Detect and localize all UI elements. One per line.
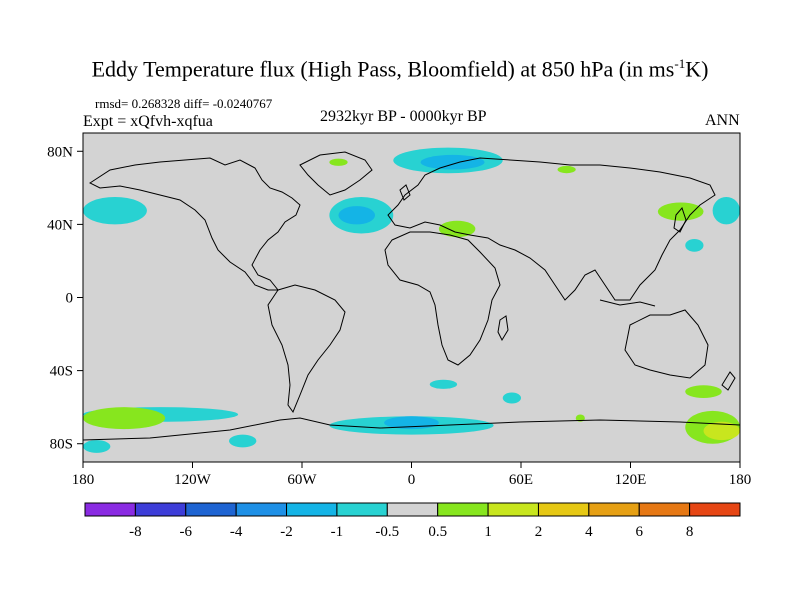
anomaly-patch-1: [338, 206, 375, 225]
lat-tick-label: 0: [66, 291, 74, 307]
colorbar-label: -2: [280, 524, 293, 540]
anomaly-patch-20: [703, 421, 740, 441]
colorbar-label: -6: [180, 524, 193, 540]
colorbar-swatch-3: [235, 502, 288, 517]
colorbar-label: -4: [230, 524, 243, 540]
colorbar-swatch-10: [588, 502, 640, 517]
colorbar-label: 4: [585, 524, 593, 540]
lon-tick-label: 120W: [174, 472, 212, 488]
lat-tick-label: 80S: [50, 437, 73, 453]
coastlines: [83, 151, 740, 441]
anomaly-patch-2: [83, 196, 147, 225]
season-label: ANN: [705, 112, 740, 129]
colorbar: -8 -6 -4 -2 -1 -0.5 0.5 1 2 4 6 8: [84, 502, 741, 540]
stats-label: rmsd= 0.268328 diff= -0.0240767: [95, 96, 273, 111]
coast-eurasia: [387, 157, 716, 301]
period-label: 2932kyr BP - 0000kyr BP: [320, 108, 487, 125]
colorbar-swatch-5: [336, 502, 388, 517]
anomaly-layer: [83, 147, 740, 453]
anomaly-patch-13: [83, 440, 111, 453]
lat-ticks: 80N 40N 0 40S 80S: [47, 144, 83, 453]
experiment-label: Expt = xQfvh-xqfua: [83, 113, 213, 130]
colorbar-label: 6: [635, 524, 643, 540]
lat-tick-label: 40N: [47, 217, 73, 233]
lon-ticks: 180 120W 60W 0 60E 120E 180: [72, 462, 752, 488]
coast-antarctica: [83, 417, 740, 441]
coast-japan: [673, 207, 687, 233]
colorbar-swatch-7: [437, 502, 489, 517]
title-superscript: -1: [674, 56, 686, 71]
anomaly-patch-10: [685, 239, 704, 252]
colorbar-label: -8: [129, 524, 142, 540]
lat-tick-label: 80N: [47, 144, 73, 160]
map-background: [83, 133, 740, 462]
anomaly-patch-8: [329, 158, 348, 166]
anomaly-patch-21: [685, 385, 722, 399]
anomaly-patch-5: [438, 220, 476, 238]
lat-tick-label: 40S: [50, 364, 73, 380]
lon-tick-label: 120E: [615, 472, 647, 488]
title-main: Eddy Temperature flux (High Pass, Bloomf…: [91, 56, 675, 82]
anomaly-patch-9: [712, 196, 740, 225]
colorbar-swatch-8: [487, 502, 539, 517]
colorbar-label: 0.5: [428, 524, 447, 540]
coast-australia: [624, 309, 709, 379]
lon-tick-label: 0: [408, 472, 416, 488]
coast-uk: [399, 184, 411, 201]
anomaly-patch-17: [429, 379, 458, 389]
colorbar-label: 2: [535, 524, 543, 540]
colorbar-swatch-1: [134, 502, 187, 517]
colorbar-swatch-6: [386, 502, 439, 517]
coast-greenland: [299, 151, 373, 196]
colorbar-label: 1: [484, 524, 492, 540]
colorbar-swatch-12: [689, 502, 741, 517]
lon-tick-label: 180: [72, 472, 95, 488]
lon-tick-label: 180: [729, 472, 752, 488]
anomaly-patch-12: [83, 407, 166, 430]
lon-tick-label: 60E: [509, 472, 533, 488]
anomaly-patch-16: [229, 434, 257, 448]
colorbar-swatch-2: [185, 502, 237, 517]
title-suffix: K): [685, 56, 709, 82]
colorbar-swatch-9: [537, 502, 590, 517]
colorbar-swatch-0: [84, 502, 136, 517]
coast-madagascar: [497, 315, 509, 342]
anomaly-patch-7: [557, 165, 576, 174]
coast-new-zealand: [721, 371, 736, 391]
anomaly-patch-18: [502, 392, 521, 404]
lon-tick-label: 60W: [287, 472, 317, 488]
colorbar-swatch-4: [286, 502, 338, 517]
colorbar-label: -1: [331, 524, 344, 540]
coast-north-america: [88, 157, 301, 291]
colorbar-swatch-11: [638, 502, 691, 517]
coast-africa: [384, 231, 501, 366]
coast-south-america: [267, 284, 346, 414]
chart-title: Eddy Temperature flux (High Pass, Bloomf…: [0, 56, 800, 82]
colorbar-label: 8: [686, 524, 694, 540]
anomaly-patch-4: [420, 154, 485, 170]
colorbar-label: -0.5: [375, 524, 399, 540]
coast-indonesia: [599, 299, 656, 307]
anomaly-patch-6: [657, 202, 704, 221]
